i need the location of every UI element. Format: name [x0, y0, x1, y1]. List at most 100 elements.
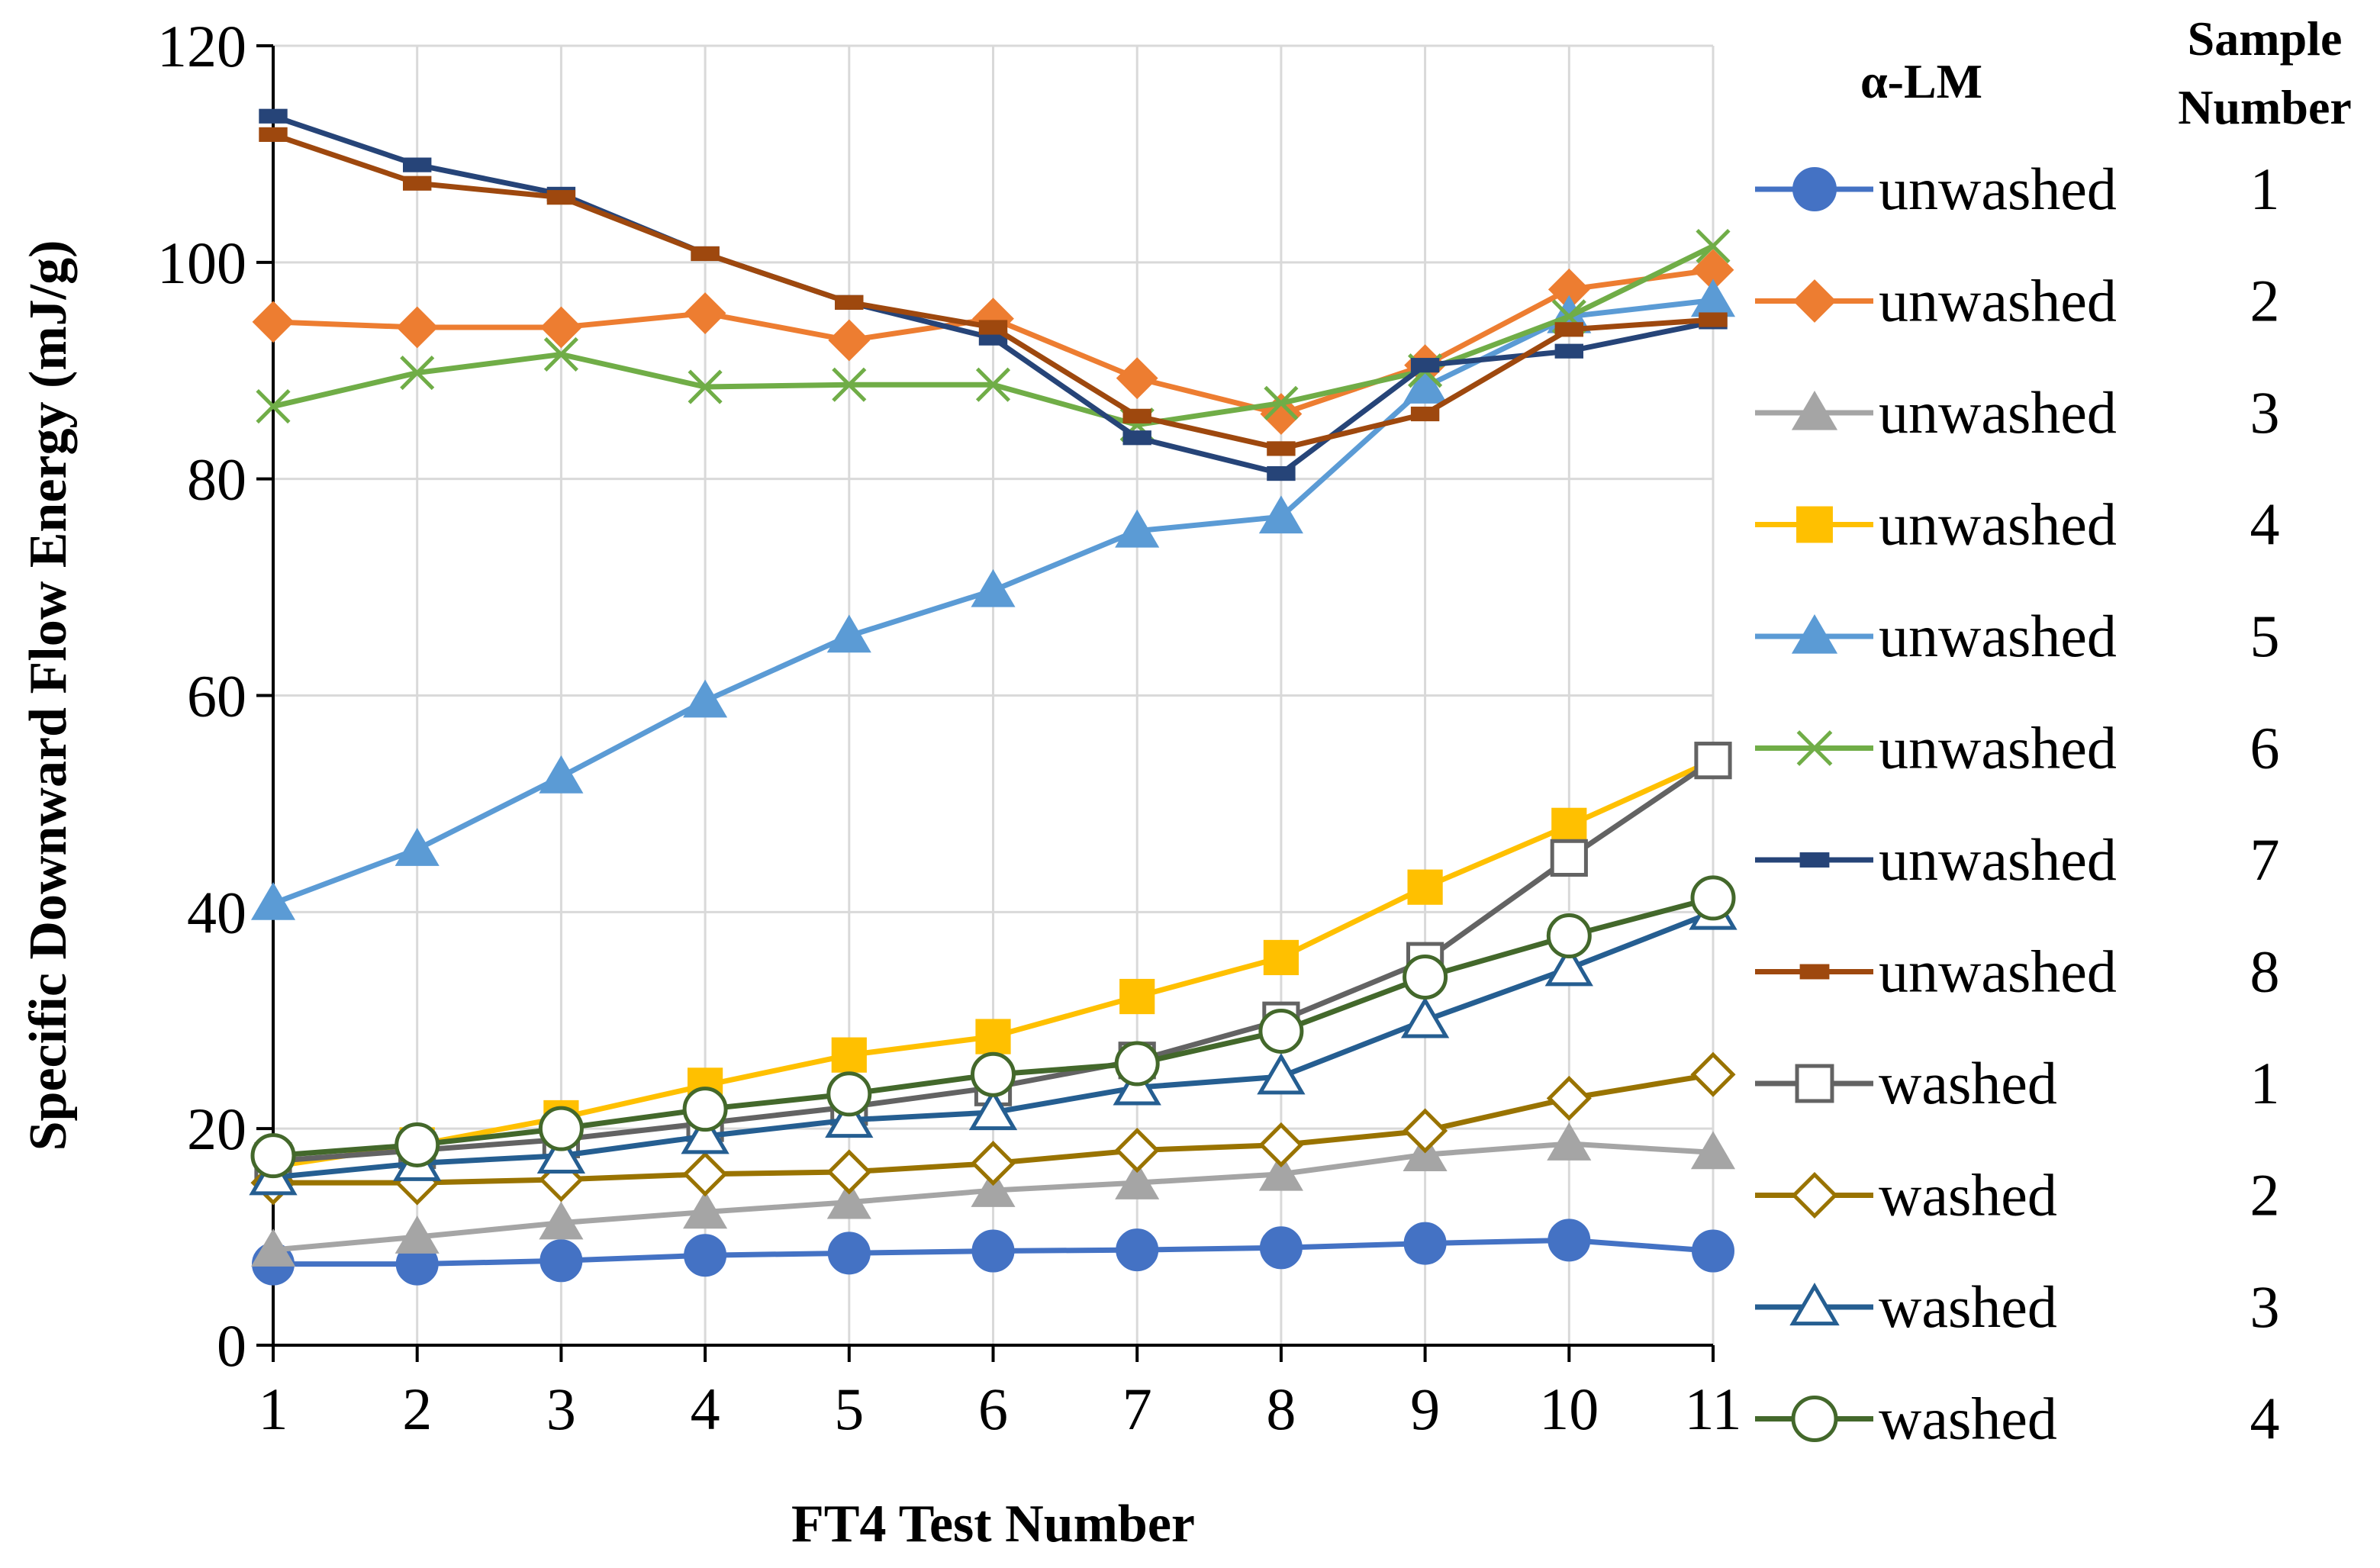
data-point: [1257, 1053, 1306, 1095]
data-point: [688, 369, 723, 404]
x-tick-label: 3: [546, 1376, 576, 1442]
legend-marker: [1799, 852, 1830, 868]
legend-label: unwashed: [1879, 379, 2117, 446]
legend-label: unwashed: [1879, 491, 2117, 558]
legend-item: washed 2: [1755, 1162, 2280, 1228]
legend-sample-number: 2: [2250, 1162, 2280, 1228]
data-point: [975, 367, 1011, 402]
data-point: [968, 1088, 1018, 1131]
data-point: [828, 319, 871, 362]
data-point: [546, 190, 576, 205]
y-tick-label: 80: [187, 446, 246, 513]
legend-item: unwashed 6: [1755, 715, 2280, 781]
data-point: [970, 1141, 1016, 1186]
data-point: [1544, 945, 1593, 987]
data-point: [1403, 954, 1448, 1000]
legend-sample-number: 4: [2250, 1386, 2280, 1452]
data-point: [831, 1037, 867, 1073]
data-point: [538, 1106, 584, 1151]
data-point: [1690, 1131, 1736, 1170]
x-tick-label: 1: [259, 1376, 288, 1442]
data-point: [971, 1051, 1016, 1097]
legend-sample-number: 1: [2250, 156, 2280, 222]
data-point: [1122, 408, 1151, 423]
x-tick-label: 8: [1266, 1376, 1296, 1442]
legend-label: unwashed: [1879, 603, 2117, 669]
data-point: [1114, 1041, 1160, 1087]
data-point: [1115, 509, 1160, 548]
data-point: [259, 127, 288, 142]
data-point: [682, 1151, 728, 1197]
legend-marker: [1792, 279, 1837, 323]
legend-sample-number: 8: [2250, 939, 2280, 1005]
data-point: [826, 614, 871, 653]
data-point: [835, 295, 864, 310]
data-point: [395, 1215, 440, 1254]
data-point: [1696, 228, 1731, 264]
legend-item: washed 4: [1755, 1386, 2280, 1452]
y-tick-label: 60: [187, 663, 246, 729]
data-point: [691, 246, 720, 262]
legend-sample-number: 1: [2250, 1050, 2280, 1116]
data-point: [396, 306, 439, 349]
legend-label: washed: [1879, 1162, 2057, 1228]
legend-marker: [1789, 1283, 1840, 1326]
series-unwashed-3: [250, 1122, 1736, 1267]
data-point: [1547, 1219, 1591, 1262]
data-point: [1694, 742, 1732, 780]
data-point: [1554, 343, 1583, 359]
series-unwashed-8: [259, 127, 1728, 456]
legend-sample-number: 6: [2250, 715, 2280, 781]
y-tick-label: 120: [157, 13, 246, 79]
legend-header-sample-line1: Sample: [2188, 11, 2343, 66]
legend-marker: [1791, 1396, 1838, 1442]
data-point: [826, 1180, 871, 1219]
data-point: [252, 301, 295, 343]
data-point: [1119, 978, 1155, 1015]
data-point: [1258, 1008, 1304, 1054]
data-point: [1690, 1051, 1736, 1097]
data-point: [1546, 913, 1592, 959]
data-point: [1699, 312, 1728, 327]
data-point: [1410, 358, 1440, 373]
data-point: [827, 1232, 871, 1275]
data-point: [683, 1190, 728, 1229]
legend-marker: [1796, 730, 1833, 766]
legend-label: unwashed: [1879, 715, 2117, 781]
data-point: [250, 1133, 296, 1179]
data-point: [539, 755, 584, 794]
legend-header-sample-line2: Number: [2178, 80, 2352, 134]
legend-label: unwashed: [1879, 268, 2117, 334]
series-washed-4: [250, 875, 1736, 1179]
series-washed-3: [249, 888, 1737, 1196]
data-point: [1258, 1152, 1303, 1191]
legend-sample-number: 2: [2250, 268, 2280, 334]
data-point: [1410, 406, 1440, 422]
x-axis-title: FT4 Test Number: [791, 1495, 1195, 1554]
data-point: [1403, 365, 1448, 404]
legend-label: washed: [1879, 1050, 2057, 1116]
legend-item: unwashed 7: [1755, 826, 2280, 893]
legend-sample-number: 7: [2250, 826, 2280, 893]
data-point: [1690, 875, 1736, 921]
legend-label: unwashed: [1879, 826, 2117, 893]
x-tick-label: 5: [834, 1376, 864, 1442]
data-point: [1554, 322, 1583, 337]
data-point: [250, 1228, 296, 1267]
data-point: [683, 679, 728, 718]
legend-item: unwashed 1: [1755, 156, 2280, 222]
y-tick-label: 40: [187, 879, 246, 945]
legend-sample-number: 3: [2250, 379, 2280, 446]
legend-marker: [1795, 1064, 1834, 1103]
data-point: [250, 881, 296, 920]
legend-marker: [1791, 1171, 1838, 1219]
data-point: [1258, 1122, 1304, 1167]
data-point: [684, 1234, 727, 1277]
data-point: [971, 568, 1016, 607]
legend-item: washed 3: [1755, 1273, 2280, 1340]
data-point: [1263, 939, 1299, 976]
y-axis-title: Specific Downward Flow Energy (mJ/g): [19, 240, 78, 1151]
data-point: [543, 336, 578, 372]
